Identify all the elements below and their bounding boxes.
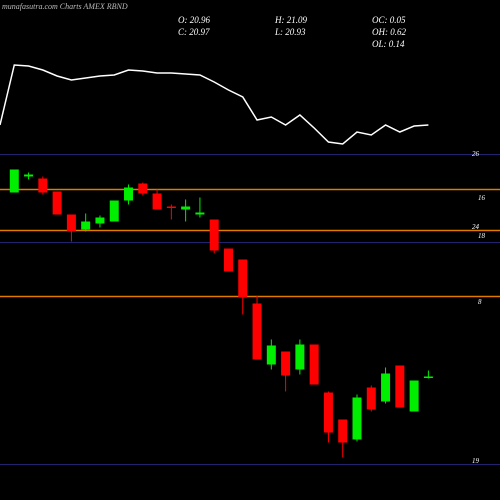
candle-body [252,303,262,360]
candle-body [95,217,105,224]
candle-body [238,259,248,298]
candle-body [195,212,205,215]
stat: OL: 0.14 [372,39,405,49]
stat: C: 20.97 [178,27,210,37]
candle-body [9,169,19,193]
stat: H: 21.09 [274,15,307,25]
candle-body [109,200,119,222]
candle-body [309,344,319,385]
candle-body [352,397,362,440]
candle-body [409,380,419,412]
candle-body [38,178,48,193]
axis-label: 18 [478,232,486,240]
candle-body [423,376,433,378]
axis-label: 26 [472,150,480,158]
candle-body [209,219,219,251]
stat: L: 20.93 [274,27,306,37]
axis-label: 8 [478,298,482,306]
axis-label: 19 [472,457,480,465]
candle-body [152,193,162,210]
candle-body [366,387,376,410]
watermark: munafasutra.com Charts AMEX RBND [2,2,128,11]
candle-body [166,206,176,208]
candle-body [266,345,276,365]
candle-body [24,174,34,177]
candle-body [66,214,76,232]
axis-label: 16 [478,194,486,202]
stat: O: 20.96 [178,15,210,25]
candle-body [281,351,291,376]
candle-body [223,248,233,272]
candle-body [295,344,305,370]
candle-body [323,392,333,433]
candle-body [138,183,148,194]
stat: OH: 0.62 [372,27,406,37]
stat: OC: 0.05 [372,15,406,25]
candle-body [381,373,391,402]
line [0,64,429,145]
axis-label: 24 [472,223,480,231]
candle-body [124,187,134,201]
candle-body [338,419,348,443]
candle-body [395,365,405,408]
candle-body [181,206,191,210]
candle-body [52,191,62,215]
candle-body [81,221,91,230]
